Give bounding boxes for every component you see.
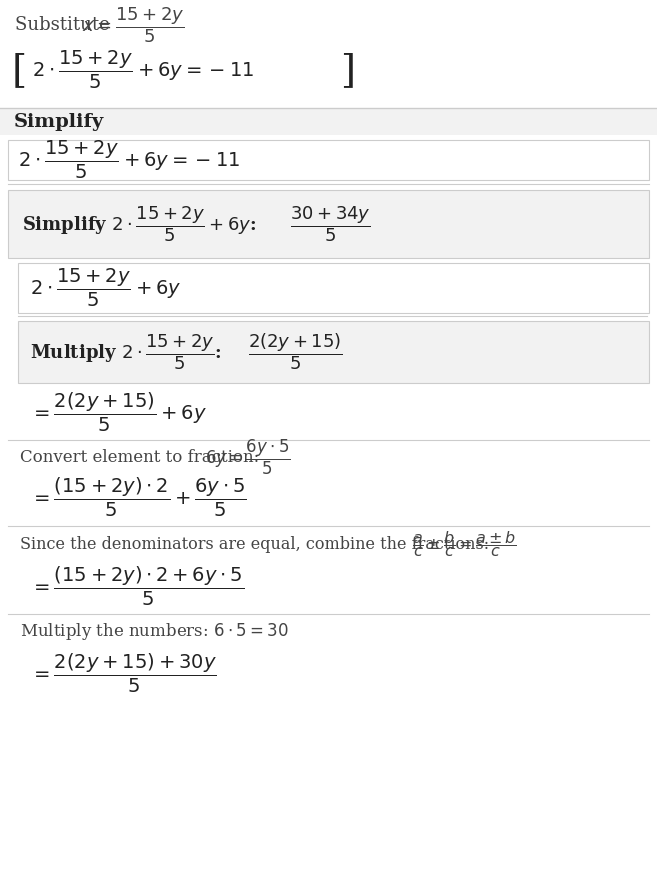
FancyBboxPatch shape — [8, 140, 649, 180]
Text: $2 \cdot \dfrac{15+2y}{5} + 6y = -11$: $2 \cdot \dfrac{15+2y}{5} + 6y = -11$ — [18, 139, 240, 181]
Text: $\dfrac{a}{c} \pm \dfrac{b}{c} = \dfrac{a \pm b}{c}$: $\dfrac{a}{c} \pm \dfrac{b}{c} = \dfrac{… — [412, 529, 517, 560]
Text: [: [ — [12, 52, 27, 89]
FancyBboxPatch shape — [8, 190, 649, 258]
Text: ]: ] — [340, 52, 355, 89]
Text: Since the denominators are equal, combine the fractions:: Since the denominators are equal, combin… — [20, 536, 505, 553]
Text: Simplify $2 \cdot \dfrac{15+2y}{5} + 6y$:: Simplify $2 \cdot \dfrac{15+2y}{5} + 6y$… — [22, 204, 256, 244]
Text: Multiply $2 \cdot \dfrac{15+2y}{5}$:: Multiply $2 \cdot \dfrac{15+2y}{5}$: — [30, 332, 221, 372]
Text: $= \dfrac{(15+2y) \cdot 2 + 6y \cdot 5}{5}$: $= \dfrac{(15+2y) \cdot 2 + 6y \cdot 5}{… — [30, 565, 244, 608]
Text: $2 \cdot \dfrac{15+2y}{5} + 6y = -11$: $2 \cdot \dfrac{15+2y}{5} + 6y = -11$ — [32, 50, 254, 91]
Text: Simplify: Simplify — [14, 113, 104, 131]
FancyBboxPatch shape — [0, 108, 657, 136]
Text: $= \dfrac{2(2y+15)+30y}{5}$: $= \dfrac{2(2y+15)+30y}{5}$ — [30, 652, 217, 695]
Text: $x = \dfrac{15+2y}{5}$: $x = \dfrac{15+2y}{5}$ — [82, 5, 185, 45]
Text: $= \dfrac{2(2y+15)}{5} + 6y$: $= \dfrac{2(2y+15)}{5} + 6y$ — [30, 391, 207, 434]
Text: Multiply the numbers: $6 \cdot 5 = 30$: Multiply the numbers: $6 \cdot 5 = 30$ — [20, 620, 288, 642]
Text: Convert element to fraction:: Convert element to fraction: — [20, 449, 275, 466]
Text: $\dfrac{2(2y+15)}{5}$: $\dfrac{2(2y+15)}{5}$ — [248, 331, 342, 372]
Text: $6y = \dfrac{6y \cdot 5}{5}$: $6y = \dfrac{6y \cdot 5}{5}$ — [205, 438, 290, 477]
Text: $\dfrac{30+34y}{5}$: $\dfrac{30+34y}{5}$ — [290, 204, 371, 244]
Text: $2 \cdot \dfrac{15+2y}{5} + 6y$: $2 \cdot \dfrac{15+2y}{5} + 6y$ — [30, 267, 181, 309]
FancyBboxPatch shape — [18, 263, 649, 313]
Text: Substitute: Substitute — [15, 17, 116, 34]
Text: $= \dfrac{(15+2y) \cdot 2}{5} + \dfrac{6y \cdot 5}{5}$: $= \dfrac{(15+2y) \cdot 2}{5} + \dfrac{6… — [30, 476, 246, 519]
FancyBboxPatch shape — [18, 321, 649, 382]
